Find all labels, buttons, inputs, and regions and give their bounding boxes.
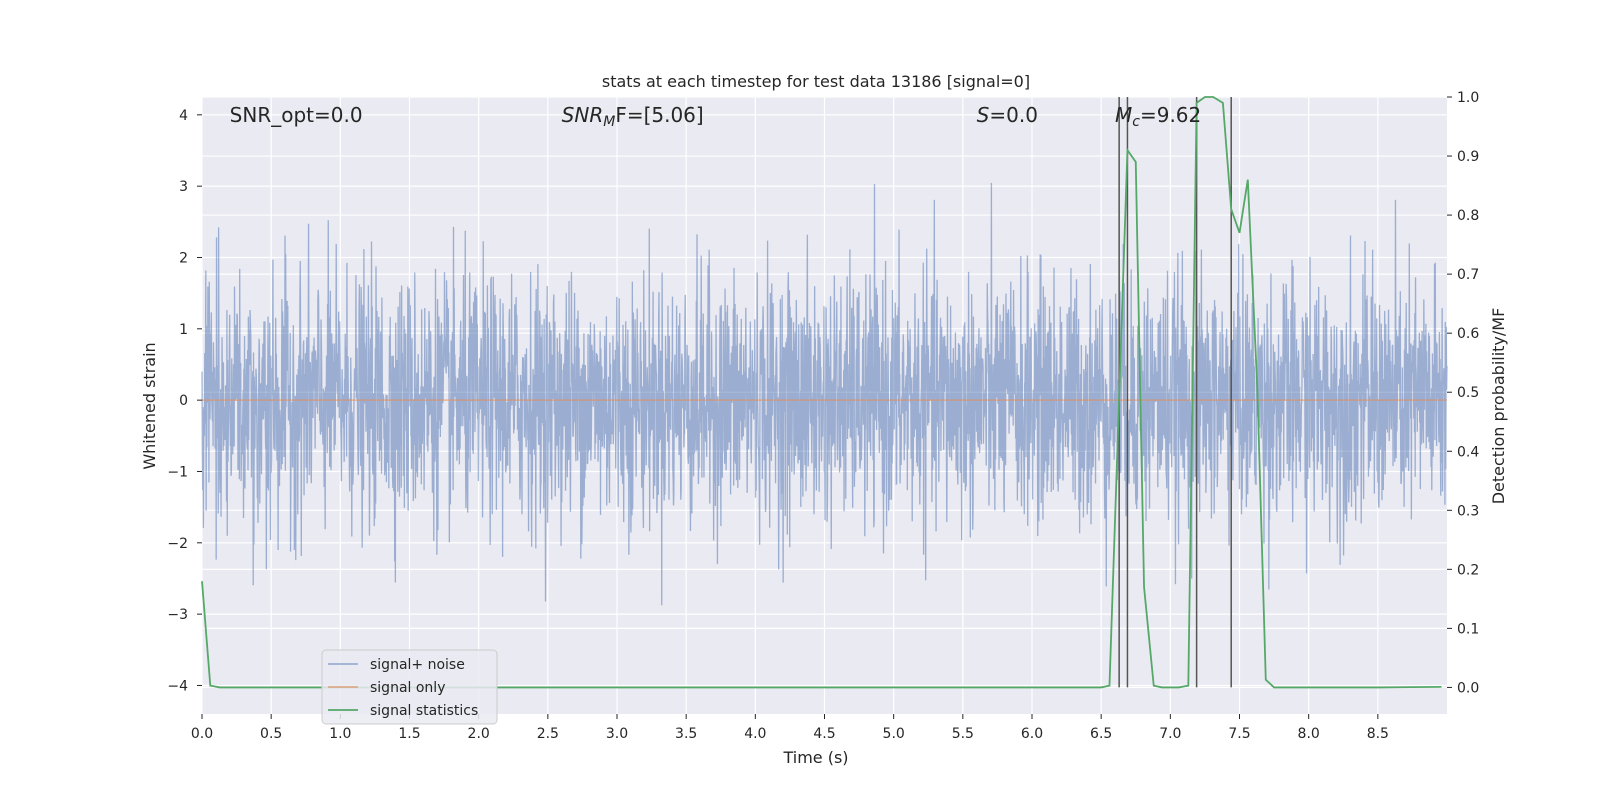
annotation-italic: S xyxy=(977,103,990,127)
legend: signal+ noise signal only signal statistic… xyxy=(321,649,498,725)
x-tick-label: 7.5 xyxy=(1228,726,1250,742)
y-tick-label: −4 xyxy=(167,678,188,694)
x-tick-label: 2.0 xyxy=(468,726,490,742)
x-tick-label: 0.0 xyxy=(191,726,213,742)
y2-tick-label: 0.6 xyxy=(1457,326,1479,342)
series-signal-noise xyxy=(201,182,1448,606)
x-tick-label: 1.5 xyxy=(398,726,420,742)
y-tick-label: 1 xyxy=(179,322,188,338)
annotation-text: =0.0 xyxy=(989,103,1038,127)
x-tick-label: 2.5 xyxy=(537,726,559,742)
annotation-text: F=[5.06] xyxy=(615,103,703,127)
legend-label: signal+ noise xyxy=(370,657,465,673)
annotation-text: SNR_opt=0.0 xyxy=(230,103,363,127)
annotation-italic: SNR xyxy=(562,103,604,127)
x-tick-label: 7.0 xyxy=(1159,726,1181,742)
x-axis-ticks: 0.0 0.5 1.0 1.5 2.0 2.5 3.0 3.5 4.0 4.5 5.0 5.5 6.0 6… xyxy=(191,714,1389,742)
x-axis-label: Time (s) xyxy=(782,748,848,767)
annotation-4: Mc=9.62 xyxy=(1115,103,1201,130)
legend-label: signal only xyxy=(370,680,445,696)
y-axis-ticks: −4 −3 −2 −1 0 1 2 3 4 xyxy=(167,108,202,694)
x-tick-label: 5.5 xyxy=(952,726,974,742)
x-tick-label: 8.0 xyxy=(1298,726,1320,742)
y2-tick-label: 0.8 xyxy=(1457,208,1479,224)
y-tick-label: 0 xyxy=(179,393,188,409)
y2-axis-ticks: 0.0 0.1 0.2 0.3 0.4 0.5 0.6 0.7 0.8 0.9 1.0 xyxy=(1447,90,1479,696)
y-tick-label: −3 xyxy=(167,607,188,623)
annotation-subscript: M xyxy=(603,114,615,130)
x-tick-label: 5.0 xyxy=(883,726,905,742)
y-tick-label: 2 xyxy=(179,250,188,266)
x-tick-label: 4.5 xyxy=(813,726,835,742)
chart-title: stats at each timestep for test data 131… xyxy=(602,72,1030,91)
series-line-signal-noise xyxy=(201,182,1448,606)
y-tick-label: 4 xyxy=(179,108,188,124)
annotation-italic: M xyxy=(1115,103,1132,127)
y-tick-label: 3 xyxy=(179,179,188,195)
annotations: SNR_opt=0.0 SNRMF=[5.06] S=0.0 Mc=9.62 xyxy=(230,103,1202,130)
x-tick-label: 3.5 xyxy=(675,726,697,742)
x-tick-label: 0.5 xyxy=(260,726,282,742)
y2-tick-label: 0.1 xyxy=(1457,621,1479,637)
y2-tick-label: 0.0 xyxy=(1457,680,1479,696)
y2-tick-label: 0.2 xyxy=(1457,562,1479,578)
y2-axis-label: Detection probability/MF xyxy=(1489,308,1508,505)
y2-tick-label: 0.9 xyxy=(1457,149,1479,165)
y2-tick-label: 1.0 xyxy=(1457,90,1479,106)
y-tick-label: −1 xyxy=(167,464,188,480)
x-tick-label: 3.0 xyxy=(606,726,628,742)
series-signal-statistics xyxy=(201,96,1442,689)
y2-tick-label: 0.3 xyxy=(1457,503,1479,519)
x-tick-label: 4.0 xyxy=(744,726,766,742)
x-tick-label: 6.5 xyxy=(1090,726,1112,742)
annotation-1: SNR_opt=0.0 xyxy=(230,103,363,127)
annotation-text: =9.62 xyxy=(1140,103,1201,127)
annotation-2: SNRMF=[5.06] xyxy=(562,103,704,130)
y-axis-label: Whitened strain xyxy=(140,342,159,469)
x-tick-label: 6.0 xyxy=(1021,726,1043,742)
y2-tick-label: 0.4 xyxy=(1457,444,1479,460)
annotation-3: S=0.0 xyxy=(977,103,1038,127)
y-tick-label: −2 xyxy=(167,536,188,552)
x-tick-label: 8.5 xyxy=(1367,726,1389,742)
legend-label: signal statistics xyxy=(370,703,478,719)
series-line-signal-statistics xyxy=(201,96,1442,689)
y2-tick-label: 0.5 xyxy=(1457,385,1479,401)
x-tick-label: 1.0 xyxy=(329,726,351,742)
annotation-subscript: c xyxy=(1132,114,1140,130)
legend-box xyxy=(321,649,498,725)
y2-tick-label: 0.7 xyxy=(1457,267,1479,283)
